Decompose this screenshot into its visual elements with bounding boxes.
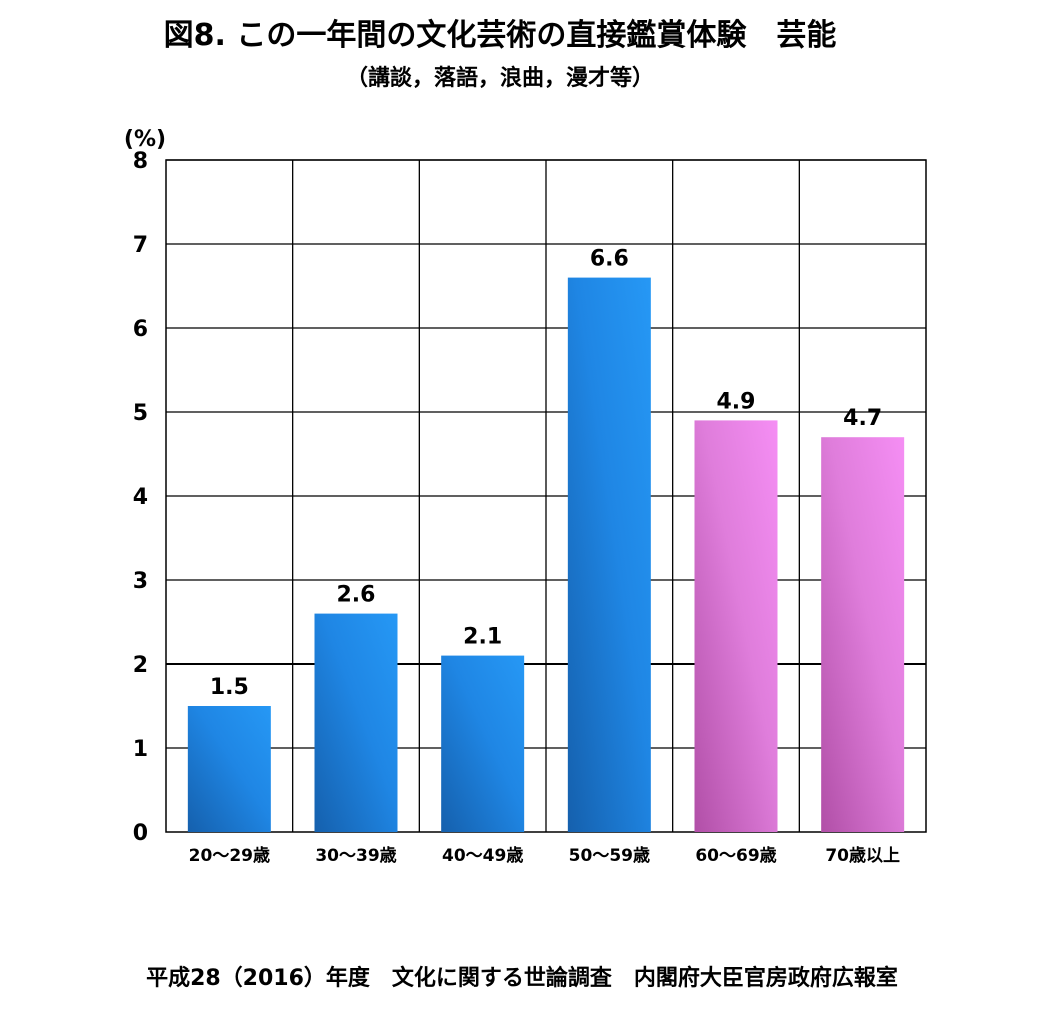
bar-3 [441, 655, 525, 832]
y-tick-label: 7 [133, 233, 148, 258]
bar-value-label: 4.9 [717, 389, 756, 414]
x-category-label: 40～49歳 [442, 845, 523, 866]
bar-5 [694, 420, 778, 832]
y-tick-label: 1 [133, 737, 148, 762]
chart-subtitle: （講談，落語，浪曲，漫才等） [345, 66, 654, 91]
y-tick-label: 8 [133, 149, 148, 174]
x-category-label: 60～69歳 [695, 845, 776, 866]
x-category-label: 20～29歳 [189, 845, 270, 866]
bar-value-label: 2.6 [337, 583, 376, 608]
labels: 0 1 2 3 4 5 6 7 8 1.5 20～29歳 2.6 30～39歳 2.1 40～49歳 6.6 5… [133, 149, 900, 866]
y-axis-unit-label: (%) [124, 127, 166, 152]
bars [187, 277, 905, 833]
x-category-label: 50～59歳 [569, 845, 650, 866]
gridlines [165, 159, 927, 833]
y-tick-label: 0 [133, 821, 148, 846]
bar-value-label: 4.7 [843, 406, 882, 431]
y-tick-label: 4 [133, 485, 148, 510]
chart-title: 図8. この一年間の文化芸術の直接鑑賞体験 芸能 [163, 18, 837, 53]
y-tick-label: 5 [133, 401, 148, 426]
y-tick-label: 6 [133, 317, 148, 342]
bar-6 [821, 437, 905, 832]
bar-2 [314, 613, 398, 832]
y-tick-label: 2 [133, 653, 148, 678]
source-footer: 平成28（2016）年度 文化に関する世論調査 内閣府大臣官房政府広報室 [146, 966, 898, 991]
x-category-label: 30～39歳 [315, 845, 396, 866]
x-category-label: 70歳以上 [825, 845, 900, 866]
bar-value-label: 2.1 [463, 625, 502, 650]
y-tick-label: 3 [133, 569, 148, 594]
bar-1 [187, 706, 271, 832]
bar-4 [567, 277, 651, 833]
bar-value-label: 6.6 [590, 247, 629, 272]
bar-value-label: 1.5 [210, 675, 249, 700]
plot-frame [165, 159, 927, 833]
